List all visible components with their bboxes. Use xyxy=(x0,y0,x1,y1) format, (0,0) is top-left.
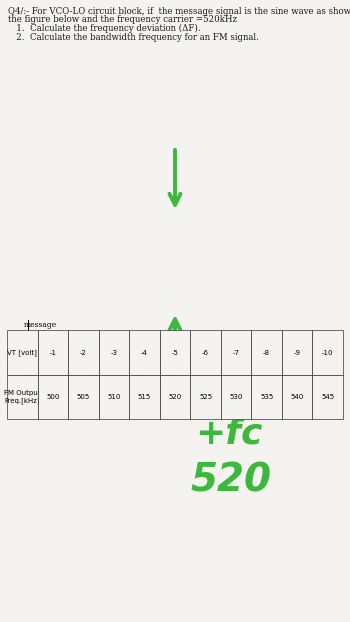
Text: -2v: -2v xyxy=(10,381,22,389)
Text: the figure below and the frequency carrier =520kHz: the figure below and the frequency carri… xyxy=(8,16,237,24)
Text: t: t xyxy=(181,368,184,378)
Text: Q4/:- For VCO-LO circuit block, if  the message signal is the sine wave as shown: Q4/:- For VCO-LO circuit block, if the m… xyxy=(8,7,350,16)
Text: s(t): s(t) xyxy=(183,364,193,369)
Text: 1msec: 1msec xyxy=(42,333,63,338)
Text: 2v: 2v xyxy=(13,345,22,353)
Text: 1.  Calculate the frequency deviation (ΔF).: 1. Calculate the frequency deviation (ΔF… xyxy=(8,24,201,33)
Text: +fc: +fc xyxy=(195,417,262,451)
Text: SIGNAL: SIGNAL xyxy=(183,356,204,361)
Text: 520: 520 xyxy=(190,462,271,500)
Text: 2.  Calculate the bandwidth frequency for an FM signal.: 2. Calculate the bandwidth frequency for… xyxy=(8,32,259,42)
Text: MESSAGE: MESSAGE xyxy=(183,346,211,351)
Text: message
signal: message signal xyxy=(23,321,57,338)
